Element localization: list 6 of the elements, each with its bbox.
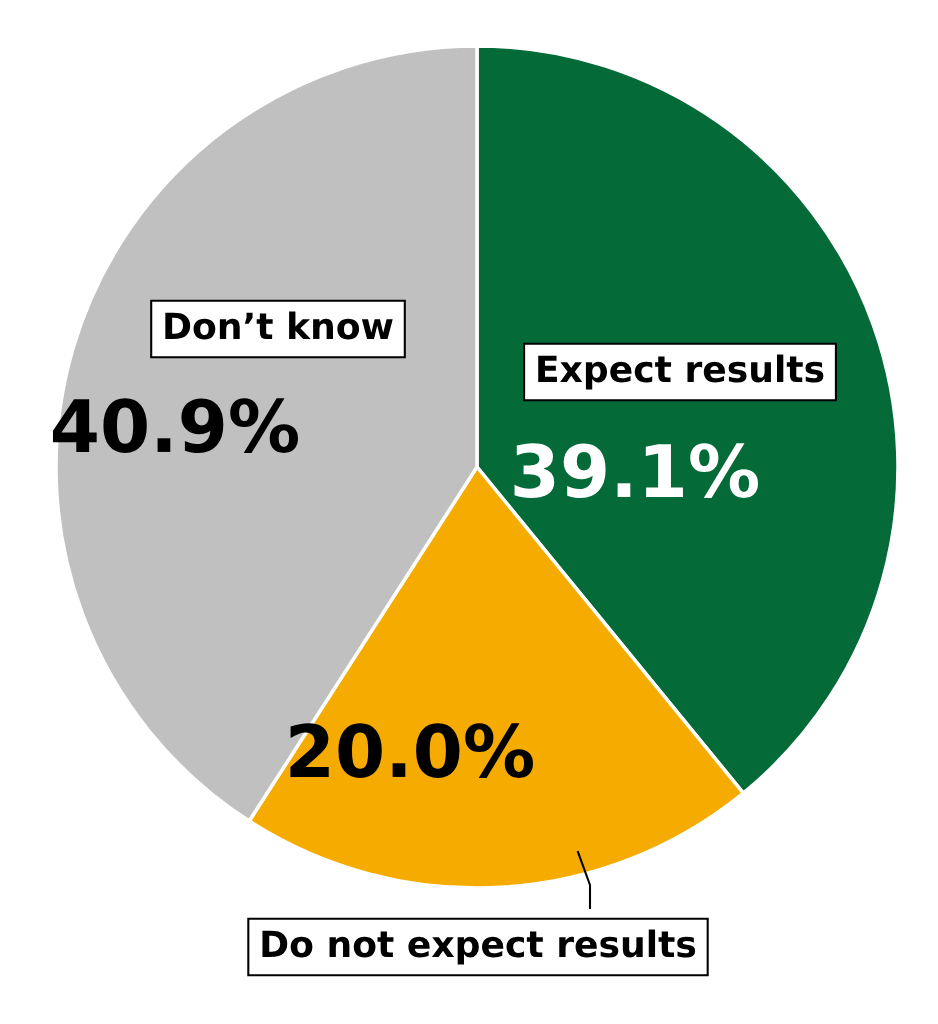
data-label: 20.0% — [290, 723, 533, 778]
slice-label: Expect results — [538, 354, 824, 390]
slice-label: Don’t know — [165, 311, 393, 340]
data-label: 40.9% — [52, 398, 298, 453]
data-label: 39.1% — [514, 443, 758, 498]
slice-label: Do not expect results — [262, 929, 696, 965]
